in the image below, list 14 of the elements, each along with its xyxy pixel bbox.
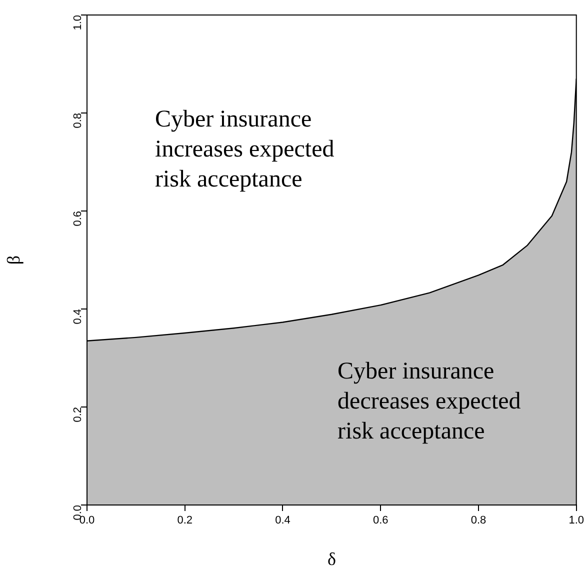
y-tick-label: 1.0 [72,15,84,30]
y-axis-title: β [4,255,24,265]
y-tick-label: 0.6 [72,211,84,226]
y-tick-label: 0.2 [72,407,84,422]
y-tick-label: 0.8 [72,113,84,128]
y-tick-label: 0.4 [72,309,84,324]
x-tick-label: 0.8 [470,514,486,527]
x-tick-label: 0.4 [275,514,290,527]
annotation: Cyber insurance increases expected risk acceptance [155,106,334,192]
annotation: Cyber insurance decreases expected risk acceptance [338,358,521,444]
x-axis-title: δ [327,548,336,569]
x-tick-label: 0.2 [177,514,193,527]
x-tick-label: 0.6 [372,514,388,527]
x-tick-label: 1.0 [568,514,584,527]
